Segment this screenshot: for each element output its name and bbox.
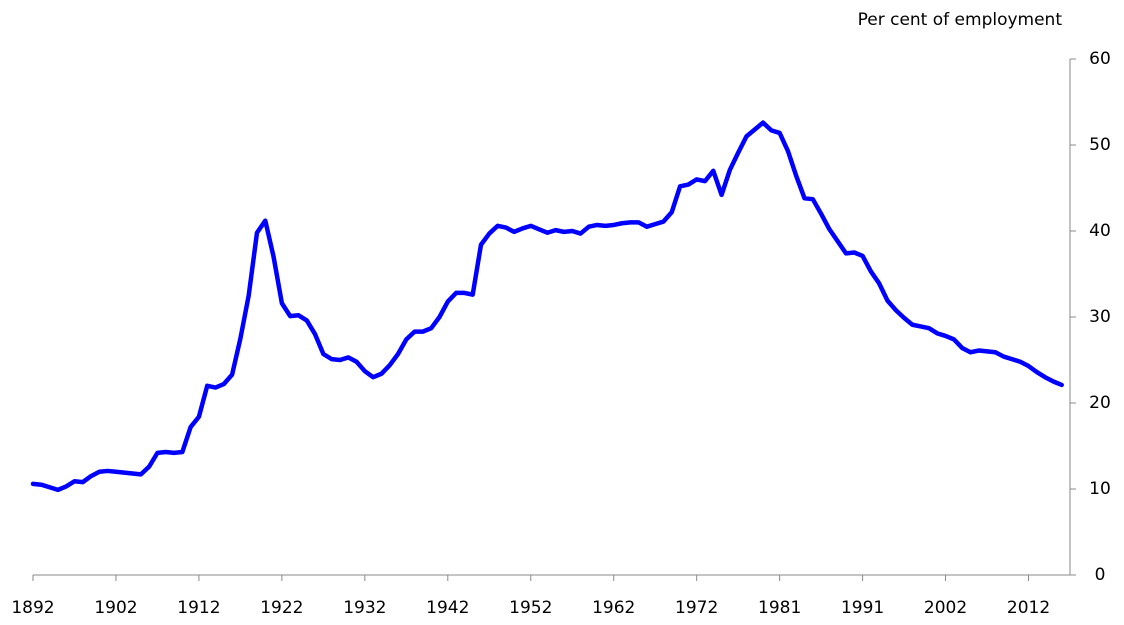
x-tick-label: 1922 xyxy=(260,598,303,618)
y-tick-label: 10 xyxy=(1089,479,1111,499)
x-tick-label: 1902 xyxy=(94,598,137,618)
y-tick-label: 20 xyxy=(1089,393,1111,413)
x-tick-label: 2012 xyxy=(1007,598,1050,618)
data-line xyxy=(30,120,1064,493)
x-tick-label: 1981 xyxy=(758,598,801,618)
x-tick-label: 1912 xyxy=(177,598,220,618)
x-tick-label: 1932 xyxy=(343,598,386,618)
x-tick-label: 1892 xyxy=(11,598,54,618)
x-tick-label: 1972 xyxy=(675,598,718,618)
y-tick-label: 0 xyxy=(1095,565,1106,585)
y-tick-label: 40 xyxy=(1089,221,1111,241)
y-tick-label: 60 xyxy=(1089,49,1111,69)
x-tick-label: 1962 xyxy=(592,598,635,618)
x-tick-label: 1991 xyxy=(841,598,884,618)
y-axis-title: Per cent of employment xyxy=(858,10,1063,30)
y-tick-label: 30 xyxy=(1089,307,1111,327)
y-tick-label: 50 xyxy=(1089,135,1111,155)
x-tick-label: 1952 xyxy=(509,598,552,618)
x-tick-label: 2002 xyxy=(924,598,967,618)
x-tick-label: 1942 xyxy=(426,598,469,618)
